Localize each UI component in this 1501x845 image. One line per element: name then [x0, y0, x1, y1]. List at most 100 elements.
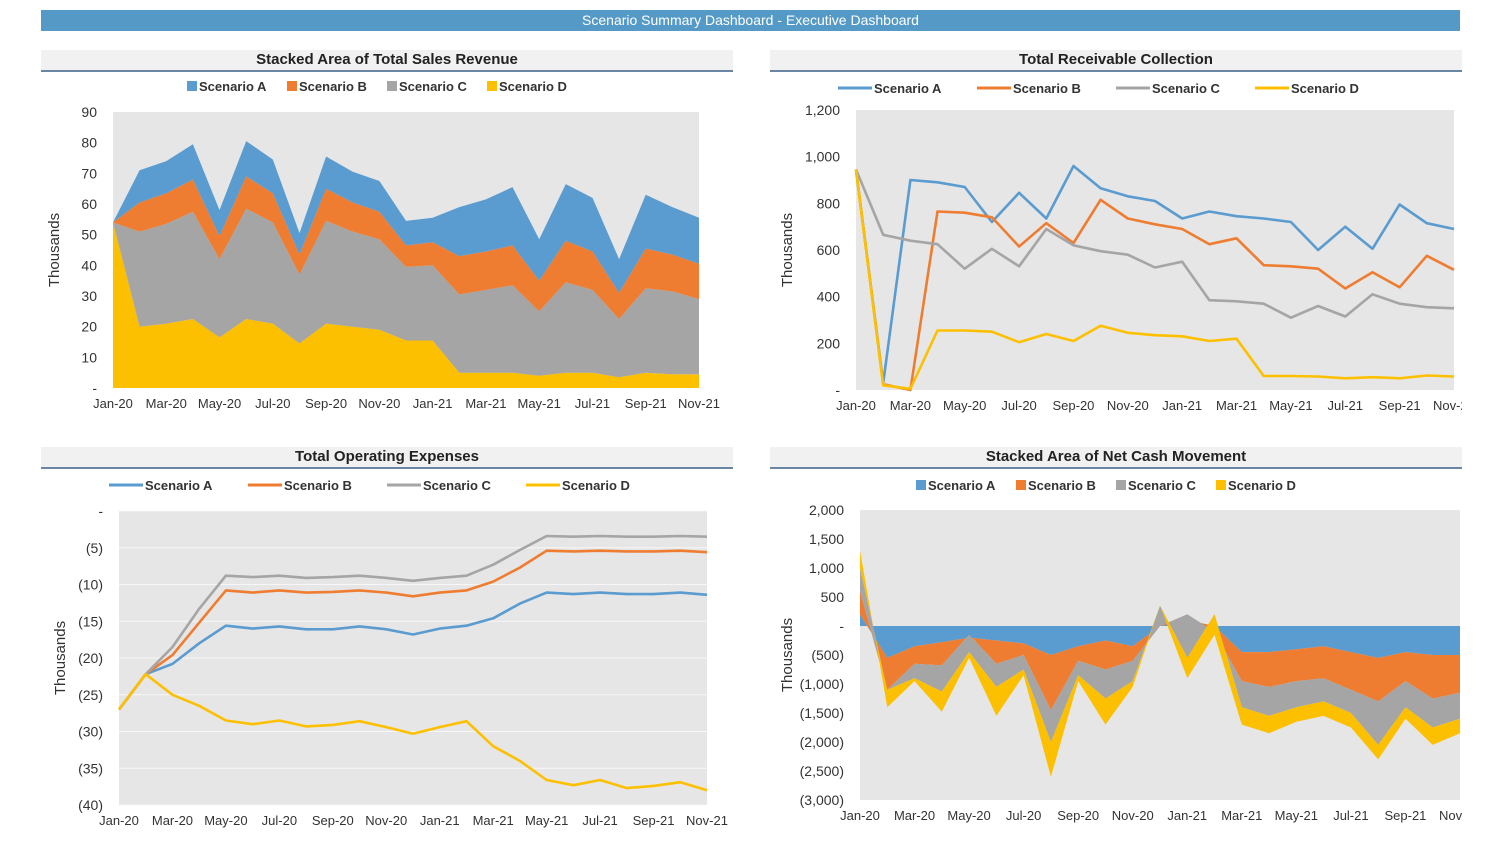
y-axis-label: Thousands	[779, 213, 796, 287]
legend-swatch-scenario-d	[1216, 480, 1226, 490]
panel-receivable: Total Receivable Collection - 200 400 600 80…	[770, 50, 1462, 420]
chart-title: Total Operating Expenses	[41, 447, 733, 469]
series-area-scenario-c	[860, 568, 1460, 745]
y-tick-label: (5)	[86, 540, 103, 556]
dashboard-title: Scenario Summary Dashboard - Executive D…	[41, 10, 1460, 31]
legend-label: Scenario D	[1228, 478, 1296, 493]
y-tick-label: (500)	[811, 647, 844, 663]
y-tick-label: 90	[81, 104, 97, 120]
y-tick-label: (2,500)	[800, 763, 844, 779]
y-axis-label: Thousands	[46, 213, 63, 287]
legend-label: Scenario B	[1013, 81, 1081, 96]
legend-label: Scenario B	[299, 79, 367, 94]
y-tick-label: (25)	[78, 687, 103, 703]
legend-label: Scenario C	[399, 79, 468, 94]
legend-label: Scenario A	[874, 81, 942, 96]
legend-swatch-scenario-a	[187, 81, 197, 91]
x-tick-label: Mar-21	[473, 813, 514, 828]
y-tick-label: -	[835, 382, 840, 398]
y-tick-label: 1,200	[805, 102, 840, 118]
series-line-scenario-a	[117, 591, 708, 711]
series-line-scenario-b	[854, 169, 1455, 392]
x-tick-label: Jan-20	[840, 808, 880, 823]
y-tick-label: (40)	[78, 797, 103, 813]
x-tick-label: Mar-20	[146, 396, 187, 411]
legend-label: Scenario D	[562, 478, 630, 493]
x-tick-label: Jul-21	[1328, 398, 1363, 413]
y-tick-label: 200	[817, 335, 841, 351]
y-tick-label: -	[92, 380, 97, 396]
x-tick-label: Jan-20	[836, 398, 876, 413]
y-tick-label: 400	[817, 289, 841, 305]
x-tick-label: May-20	[947, 808, 990, 823]
y-tick-label: 1,000	[805, 149, 840, 165]
x-tick-label: Nov-21	[1439, 808, 1462, 823]
legend-label: Scenario D	[1291, 81, 1359, 96]
y-axis-label: Thousands	[52, 621, 69, 695]
y-tick-label: (3,000)	[800, 792, 844, 808]
cash-chart: 2,000 1,500 1,000 500 - (500) (1,000) (1,500) (2…	[779, 478, 1462, 823]
legend-label: Scenario A	[145, 478, 213, 493]
y-tick-label: 500	[821, 589, 845, 605]
x-tick-label: Jul-20	[255, 396, 290, 411]
opex-chart: - (5) (10) (15) (20) (25) (30) (35) (40)Jan-20 Ma…	[52, 478, 728, 828]
series-line-scenario-b	[117, 549, 708, 711]
series-area-scenario-d	[113, 222, 699, 388]
x-tick-label: May-20	[943, 398, 986, 413]
y-tick-label: (20)	[78, 650, 103, 666]
chart-title: Stacked Area of Net Cash Movement	[770, 447, 1462, 469]
legend-swatch-scenario-d	[487, 81, 497, 91]
x-tick-label: Jul-20	[1001, 398, 1036, 413]
x-tick-label: Jan-21	[1167, 808, 1207, 823]
x-tick-label: Mar-20	[152, 813, 193, 828]
legend-label: Scenario D	[499, 79, 567, 94]
legend-label: Scenario B	[284, 478, 352, 493]
y-tick-label: 800	[817, 195, 841, 211]
y-tick-label: (10)	[78, 577, 103, 593]
x-tick-label: Mar-21	[1221, 808, 1262, 823]
legend-swatch-scenario-b	[1016, 480, 1026, 490]
legend-label: Scenario C	[423, 478, 492, 493]
legend-label: Scenario A	[928, 478, 996, 493]
y-tick-label: 80	[81, 135, 97, 151]
series-area-scenario-a	[860, 614, 1460, 658]
series-line-scenario-c	[854, 169, 1455, 319]
series-area-scenario-c	[113, 208, 699, 378]
x-tick-label: Mar-20	[894, 808, 935, 823]
panel-cash: Stacked Area of Net Cash Movement 2,000 1…	[770, 447, 1462, 837]
x-tick-label: Jul-21	[575, 396, 610, 411]
x-tick-label: Sep-21	[1379, 398, 1421, 413]
chart-title: Total Receivable Collection	[770, 50, 1462, 72]
series-area-scenario-a	[113, 141, 699, 293]
y-tick-label: (35)	[78, 760, 103, 776]
y-tick-label: 40	[81, 257, 97, 273]
chart-title: Stacked Area of Total Sales Revenue	[41, 50, 733, 72]
x-tick-label: May-20	[198, 396, 241, 411]
x-tick-label: Jan-21	[413, 396, 453, 411]
y-tick-label: 1,000	[809, 560, 844, 576]
series-line-scenario-d	[854, 169, 1455, 391]
x-tick-label: Jul-21	[582, 813, 617, 828]
y-tick-label: 1,500	[809, 531, 844, 547]
y-tick-label: 10	[81, 349, 97, 365]
x-tick-label: Nov-21	[678, 396, 720, 411]
panel-opex: Total Operating Expenses - (5) (10) (15) (20…	[41, 447, 733, 837]
x-tick-label: Nov-20	[1112, 808, 1154, 823]
y-tick-label: (30)	[78, 724, 103, 740]
x-tick-label: Sep-21	[625, 396, 667, 411]
y-tick-label: 20	[81, 319, 97, 335]
x-tick-label: Nov-20	[365, 813, 407, 828]
x-tick-label: Nov-20	[1107, 398, 1149, 413]
x-tick-label: Mar-21	[465, 396, 506, 411]
x-tick-label: Mar-20	[890, 398, 931, 413]
x-tick-label: Jul-20	[262, 813, 297, 828]
x-tick-label: Jan-21	[420, 813, 460, 828]
x-tick-label: Sep-21	[1384, 808, 1426, 823]
x-tick-label: Sep-20	[1057, 808, 1099, 823]
y-tick-label: 50	[81, 227, 97, 243]
legend-swatch-scenario-a	[916, 480, 926, 490]
x-tick-label: May-20	[204, 813, 247, 828]
y-tick-label: 60	[81, 196, 97, 212]
legend-swatch-scenario-c	[387, 81, 397, 91]
x-tick-label: Jul-20	[1006, 808, 1041, 823]
